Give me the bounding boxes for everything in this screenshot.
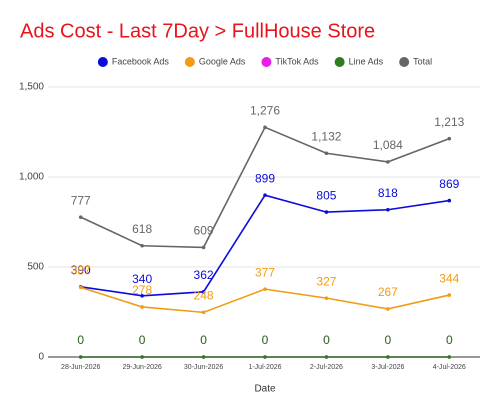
x-tick-label: 1-Jul-2026 bbox=[248, 364, 281, 371]
data-point bbox=[78, 355, 83, 359]
data-label: 0 bbox=[139, 333, 146, 347]
data-label: 0 bbox=[77, 333, 84, 347]
legend-marker bbox=[184, 57, 195, 67]
data-label: 0 bbox=[262, 333, 269, 347]
data-label: 387 bbox=[71, 264, 91, 278]
data-label: 0 bbox=[385, 333, 392, 347]
data-point bbox=[263, 193, 267, 197]
x-tick-label: 3-Jul-2026 bbox=[371, 364, 404, 371]
legend-label: Total bbox=[413, 56, 432, 66]
data-point bbox=[263, 287, 267, 291]
data-label: 390 bbox=[71, 263, 91, 277]
data-label: 0 bbox=[77, 333, 84, 347]
data-point bbox=[447, 293, 452, 297]
data-point bbox=[263, 355, 267, 359]
data-label: 609 bbox=[194, 224, 214, 238]
legend-marker bbox=[334, 57, 345, 67]
legend-marker bbox=[97, 57, 108, 67]
data-point bbox=[386, 207, 390, 212]
data-label: 267 bbox=[378, 285, 398, 299]
data-point bbox=[140, 305, 144, 309]
data-point bbox=[140, 243, 144, 248]
data-label: 327 bbox=[316, 274, 336, 288]
data-point bbox=[386, 160, 390, 164]
data-point bbox=[324, 296, 329, 300]
x-tick-label: 4-Jul-2026 bbox=[433, 364, 466, 371]
x-tick-label: 28-Jun-2026 bbox=[61, 364, 100, 371]
x-axis-label: Date bbox=[254, 384, 276, 395]
data-label: 0 bbox=[200, 333, 207, 347]
data-point bbox=[324, 151, 329, 156]
data-point bbox=[78, 285, 83, 290]
legend-label: TikTok Ads bbox=[275, 56, 319, 66]
data-label: 899 bbox=[255, 171, 275, 185]
data-label: 340 bbox=[132, 272, 152, 286]
data-label: 1,276 bbox=[250, 103, 280, 117]
data-point bbox=[324, 210, 329, 214]
data-point bbox=[201, 310, 206, 315]
data-label: 0 bbox=[200, 333, 207, 347]
data-point bbox=[140, 294, 144, 298]
data-point bbox=[447, 136, 452, 141]
data-point bbox=[201, 290, 206, 294]
x-tick-label: 29-Jun-2026 bbox=[122, 364, 161, 371]
data-label: 0 bbox=[446, 333, 453, 347]
data-label: 362 bbox=[194, 268, 214, 282]
data-label: 1,084 bbox=[373, 138, 403, 152]
data-label: 0 bbox=[385, 333, 392, 347]
data-label: 0 bbox=[323, 333, 330, 347]
chart-title: Ads Cost - Last 7Day > FullHouse Store bbox=[20, 20, 375, 42]
data-point bbox=[140, 355, 144, 359]
legend-label: Line Ads bbox=[349, 56, 384, 66]
x-tick-label: 2-Jul-2026 bbox=[310, 364, 343, 371]
data-point bbox=[386, 307, 390, 311]
legend-marker bbox=[399, 57, 410, 67]
data-point bbox=[447, 355, 452, 359]
data-label: 0 bbox=[262, 333, 269, 347]
data-point bbox=[386, 355, 390, 359]
data-label: 344 bbox=[439, 271, 459, 285]
data-label: 1,132 bbox=[311, 129, 341, 143]
data-point bbox=[78, 215, 83, 219]
data-label: 0 bbox=[139, 333, 146, 347]
y-tick-label: 1,000 bbox=[19, 172, 44, 183]
data-point bbox=[324, 355, 329, 359]
data-label: 0 bbox=[446, 333, 453, 347]
legend-marker bbox=[261, 57, 272, 67]
data-label: 377 bbox=[255, 265, 275, 279]
y-tick-label: 0 bbox=[38, 352, 44, 363]
y-tick-label: 1,500 bbox=[19, 82, 44, 93]
data-point bbox=[447, 198, 452, 203]
data-label: 278 bbox=[132, 283, 152, 297]
data-label: 1,213 bbox=[434, 115, 464, 129]
data-label: 818 bbox=[378, 186, 398, 200]
x-tick-label: 30-Jun-2026 bbox=[184, 364, 223, 371]
data-label: 618 bbox=[132, 222, 152, 236]
legend-label: Facebook Ads bbox=[112, 56, 170, 66]
data-point bbox=[201, 355, 206, 359]
data-point bbox=[263, 125, 267, 130]
data-point bbox=[201, 245, 206, 250]
data-label: 248 bbox=[194, 289, 214, 303]
data-label: 777 bbox=[71, 193, 91, 207]
data-label: 0 bbox=[323, 333, 330, 347]
data-label: 869 bbox=[439, 177, 459, 191]
legend-label: Google Ads bbox=[199, 56, 246, 66]
y-tick-label: 500 bbox=[27, 262, 44, 273]
data-label: 805 bbox=[316, 188, 336, 202]
